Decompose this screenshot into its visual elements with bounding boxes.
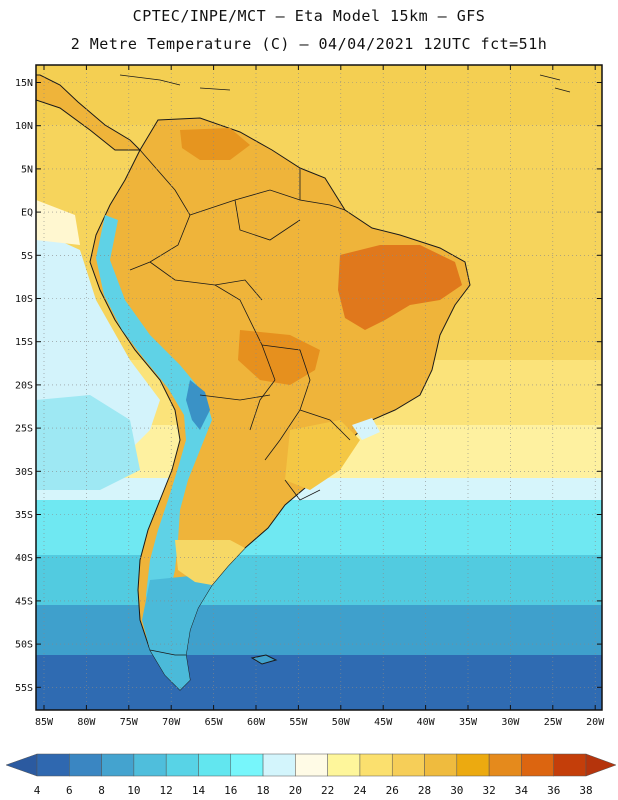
hot-region-central (238, 330, 320, 385)
lat-label: 15N (15, 78, 33, 89)
colorbar-tick-label: 8 (98, 784, 105, 797)
colorbar-tick-label: 20 (289, 784, 302, 797)
colorbar-tick-label: 24 (353, 784, 367, 797)
colorbar-swatch (359, 753, 393, 777)
lat-label: 5S (21, 251, 33, 262)
andes-deep-strip (186, 380, 210, 430)
lat-label: 35S (15, 510, 33, 521)
colorbar-swatch (391, 753, 425, 777)
caribbean-band (36, 65, 602, 125)
colorbar-swatch (488, 753, 522, 777)
axis-ticks (36, 65, 602, 710)
lon-label: 30W (501, 717, 520, 728)
lat-label: 5N (21, 164, 33, 175)
colorbar (5, 753, 617, 777)
lon-label: 25W (544, 717, 563, 728)
colorbar-tick-label: 16 (224, 784, 237, 797)
colorbar-swatch (521, 753, 554, 777)
colorbar-high-arrow (585, 753, 617, 777)
colorbar-tick-label: 38 (579, 784, 592, 797)
colorbar-labels: 4 6 8 10 12 14 16 18 20 22 24 26 28 30 32 34 36 38 (34, 784, 593, 797)
lon-label: 65W (205, 717, 224, 728)
map-field (36, 65, 602, 710)
lat-label: 55S (15, 683, 33, 694)
colorbar-tick-label: 36 (547, 784, 560, 797)
country-borders (129, 149, 351, 656)
lat-label: 10S (15, 294, 33, 305)
latitude-labels: 15N 10N 5N EQ 5S 10S 15S 20S 25S 30S 35S 40S 45S 50S 5… (15, 78, 33, 694)
colorbar-tick-label: 6 (66, 784, 73, 797)
hot-region-northeast (338, 245, 462, 330)
colorbar-tick-label: 32 (482, 784, 495, 797)
lon-label: 35W (459, 717, 478, 728)
ocean-lightblue-band (36, 555, 602, 610)
colorbar-swatch (69, 753, 102, 777)
colorbar-tick-label: 30 (450, 784, 463, 797)
warm-south-brazil (285, 420, 360, 490)
colorbar-tick-label: 4 (34, 784, 41, 797)
colorbar-tick-label: 34 (515, 784, 529, 797)
colorbar-tick-label: 28 (418, 784, 431, 797)
lon-label: 55W (289, 717, 308, 728)
lat-label: 50S (15, 640, 33, 651)
colorbar-swatch (230, 753, 264, 777)
lon-label: 50W (332, 717, 351, 728)
central-america-land (36, 74, 142, 151)
colorbar-tick-label: 12 (160, 784, 173, 797)
lon-label: 70W (162, 717, 181, 728)
lon-label: 40W (417, 717, 436, 728)
colorbar-swatch (327, 753, 361, 777)
ocean-cyan-band (36, 500, 602, 560)
lon-label: 45W (374, 717, 393, 728)
colorbar-swatch (165, 753, 199, 777)
colorbar-tick-label: 10 (127, 784, 140, 797)
colorbar-swatch (553, 753, 587, 777)
lat-label: 20S (15, 380, 33, 391)
map-frame (35, 64, 603, 711)
lat-label: 45S (15, 596, 33, 607)
colorbar-tick-label: 14 (192, 784, 206, 797)
lat-label: 40S (15, 553, 33, 564)
colorbar-swatch (133, 753, 167, 777)
colorbar-tick-label: 26 (386, 784, 399, 797)
lat-label: 25S (15, 424, 33, 435)
lon-label: 85W (35, 717, 54, 728)
title-line-1: CPTEC/INPE/MCT – Eta Model 15km – GFS (132, 7, 486, 25)
longitude-labels: 85W 80W 75W 70W 65W 60W 55W 50W 45W 40W 35W 30W 25W 2… (35, 717, 605, 728)
colorbar-low-arrow (5, 753, 38, 777)
patagonia-cool (142, 575, 212, 690)
hot-region-north (180, 128, 250, 160)
lat-label: EQ (21, 208, 33, 219)
lat-label: 15S (15, 337, 33, 348)
pacific-pale-patch (36, 200, 80, 245)
colorbar-tick-label: 18 (256, 784, 269, 797)
lat-label: 30S (15, 467, 33, 478)
caribbean-islands (119, 74, 571, 93)
colorbar-swatch (101, 753, 135, 777)
lon-label: 80W (77, 717, 96, 728)
cool-southeast-coast (352, 418, 380, 440)
lat-label: 10N (15, 121, 33, 132)
lon-label: 75W (120, 717, 139, 728)
colorbar-swatch (198, 753, 232, 777)
andes-cool-strip (96, 215, 212, 660)
lon-label: 20W (586, 717, 605, 728)
pacific-cyan-patch (36, 395, 140, 490)
colorbar-swatch (424, 753, 458, 777)
ocean-blue-band (36, 605, 602, 660)
falkland-islands (250, 654, 278, 665)
ocean-deepblue-band (36, 655, 602, 710)
title-line-2: 2 Metre Temperature (C) – 04/04/2021 12U… (70, 35, 548, 53)
colorbar-swatch (262, 753, 296, 777)
colorbar-swatch (456, 753, 490, 777)
lon-label: 60W (247, 717, 266, 728)
colorbar-tick-label: 22 (321, 784, 334, 797)
colorbar-swatch (36, 753, 70, 777)
patagonia-mid (175, 540, 245, 585)
colorbar-swatch (295, 753, 328, 777)
